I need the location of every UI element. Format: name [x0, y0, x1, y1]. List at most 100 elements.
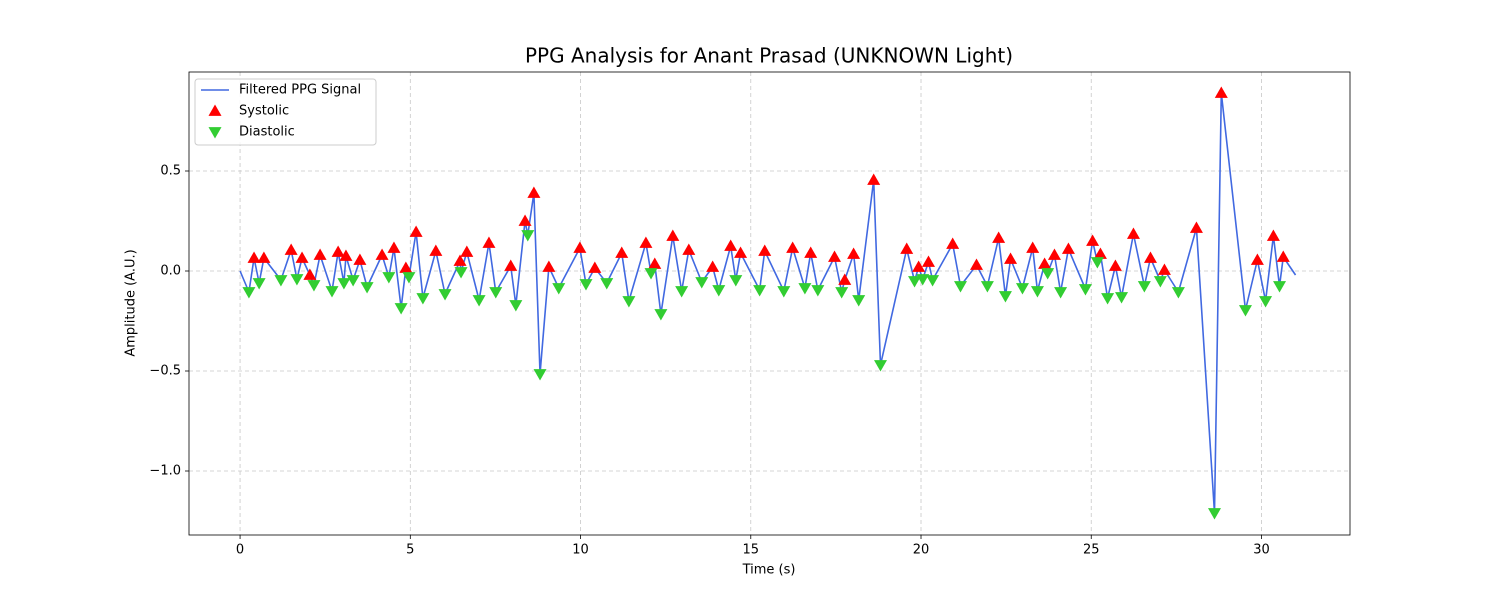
- x-tick-label: 15: [743, 543, 760, 558]
- peak-marker: [758, 244, 772, 256]
- peak-marker: [257, 251, 271, 263]
- peak-marker: [325, 286, 339, 298]
- peak-marker: [295, 251, 309, 263]
- peak-marker: [533, 369, 547, 381]
- peak-marker: [695, 277, 709, 289]
- peak-marker: [1250, 253, 1264, 265]
- peak-marker: [429, 244, 443, 256]
- peak-marker: [835, 287, 849, 299]
- peak-marker: [399, 261, 413, 273]
- peak-marker: [1054, 287, 1068, 299]
- peak-marker: [724, 239, 738, 251]
- peak-marker: [303, 268, 317, 280]
- peak-marker: [1078, 284, 1092, 296]
- peak-marker: [416, 293, 430, 305]
- peak-marker: [786, 241, 800, 253]
- peak-marker: [353, 253, 367, 265]
- peak-marker: [394, 303, 408, 315]
- peak-marker: [666, 229, 680, 241]
- x-tick-label: 25: [1083, 543, 1100, 558]
- peak-marker: [1015, 283, 1029, 295]
- peak-marker: [472, 295, 486, 307]
- peak-marker: [946, 237, 960, 249]
- peak-marker: [873, 360, 887, 372]
- peak-marker: [1266, 229, 1280, 241]
- peak-marker: [1041, 268, 1055, 280]
- legend-label: Filtered PPG Signal: [239, 83, 361, 98]
- peak-marker: [1157, 263, 1171, 275]
- peak-marker: [346, 275, 360, 287]
- peak-marker: [970, 258, 984, 270]
- peak-marker: [588, 261, 602, 273]
- peak-marker: [916, 274, 930, 286]
- peak-marker: [387, 241, 401, 253]
- peak-marker: [247, 251, 261, 263]
- peak-marker: [1238, 305, 1252, 317]
- peak-marker: [518, 214, 532, 226]
- x-tick-label: 5: [406, 543, 414, 558]
- peak-marker: [1126, 227, 1140, 239]
- peak-marker: [1093, 247, 1107, 259]
- y-axis-label: Amplitude (A.U.): [124, 249, 139, 356]
- peak-marker: [1026, 241, 1040, 253]
- peak-marker: [712, 285, 726, 297]
- legend-swatch: [208, 127, 222, 139]
- chart-title: PPG Analysis for Anant Prasad (UNKNOWN L…: [525, 44, 1013, 68]
- peak-marker: [867, 173, 881, 185]
- legend-box: [194, 78, 377, 146]
- peak-marker: [980, 281, 994, 293]
- peak-marker: [504, 259, 518, 271]
- peak-marker: [648, 257, 662, 269]
- peak-marker: [552, 283, 566, 295]
- x-axis-label: Time (s): [742, 563, 796, 578]
- x-tick-label: 30: [1253, 543, 1270, 558]
- peak-marker: [252, 278, 266, 290]
- peak-marker: [926, 275, 940, 287]
- peak-marker: [307, 280, 321, 292]
- peak-marker: [453, 254, 467, 266]
- x-tick-label: 20: [913, 543, 930, 558]
- legend-label: Systolic: [239, 104, 289, 119]
- peak-marker: [1276, 250, 1290, 262]
- peak-marker: [639, 236, 653, 248]
- peak-marker: [1214, 86, 1228, 98]
- peak-marker: [1143, 251, 1157, 263]
- peak-marker: [804, 246, 818, 258]
- peak-marker: [360, 282, 374, 294]
- peak-marker: [1259, 296, 1273, 308]
- peak-marker: [1004, 252, 1018, 264]
- peak-marker: [375, 248, 389, 260]
- peak-marker: [912, 260, 926, 272]
- legend-label: Diastolic: [239, 125, 295, 140]
- peak-marker: [337, 278, 351, 290]
- x-tick-label: 0: [236, 543, 244, 558]
- peak-marker: [734, 246, 748, 258]
- peak-marker: [242, 287, 256, 299]
- peak-marker: [1061, 242, 1075, 254]
- peak-marker: [828, 250, 842, 262]
- peak-marker: [908, 276, 922, 288]
- peak-marker: [1108, 259, 1122, 271]
- peak-marker: [1030, 286, 1044, 298]
- peak-marker: [579, 279, 593, 291]
- peak-marker: [600, 278, 614, 290]
- peak-marker: [1115, 292, 1129, 304]
- peak-marker: [331, 245, 345, 257]
- peak-marker: [622, 296, 636, 308]
- peak-marker: [777, 286, 791, 298]
- peak-marker: [654, 309, 668, 321]
- peak-marker: [482, 236, 496, 248]
- peak-marker: [753, 285, 767, 297]
- peak-marker: [1207, 508, 1221, 520]
- peak-marker: [675, 286, 689, 298]
- peak-marker: [573, 241, 587, 253]
- peak-marker: [1273, 281, 1287, 293]
- peak-marker: [382, 272, 396, 284]
- peak-marker: [954, 281, 968, 293]
- peak-marker: [729, 275, 743, 287]
- peak-marker: [1101, 293, 1115, 305]
- peak-marker: [921, 255, 935, 267]
- peak-marker: [313, 248, 327, 260]
- peak-marker: [527, 186, 541, 198]
